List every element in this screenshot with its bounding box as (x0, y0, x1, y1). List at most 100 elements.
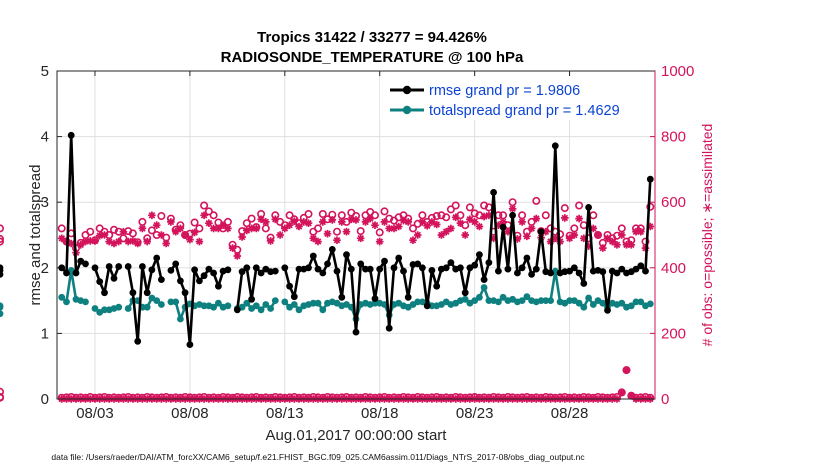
totalspread-point (575, 299, 583, 307)
rmse-point (495, 267, 502, 275)
rmse-point (461, 289, 469, 297)
assimilated-obs-marker (442, 227, 450, 236)
assimilated-obs-marker (138, 224, 147, 233)
assimilated-obs-marker (228, 244, 237, 252)
rmse-point (343, 251, 350, 259)
rmse-point (400, 267, 407, 275)
rmse-point (637, 262, 645, 270)
rmse-point (252, 264, 260, 272)
assimilated-obs-marker (428, 218, 436, 226)
assimilated-obs-marker (200, 211, 208, 220)
possible-obs-marker (442, 213, 451, 222)
assimilated-obs-marker (95, 231, 104, 240)
assimilated-obs-marker (594, 231, 602, 239)
assimilated-obs-marker (119, 227, 128, 236)
assimilated-obs-marker (499, 218, 507, 226)
assimilated-obs-marker (81, 237, 90, 246)
assimilated-obs-marker (356, 234, 365, 243)
totalspread-point (485, 297, 493, 304)
rmse-point (143, 289, 151, 297)
assimilated-obs-marker (603, 234, 612, 243)
rmse-point (362, 265, 369, 273)
rmse-point (547, 269, 554, 277)
rmse-point (196, 277, 203, 285)
assimilated-obs-marker (114, 237, 123, 246)
assimilated-obs-marker (613, 241, 621, 249)
rmse-point (646, 175, 654, 183)
rmse-point (381, 257, 388, 265)
assimilated-obs-marker (475, 222, 484, 231)
possible-obs-marker (128, 229, 137, 238)
possible-obs-marker (0, 234, 4, 243)
assimilated-obs-marker (342, 227, 351, 236)
assimilated-obs-marker (437, 231, 446, 239)
x-tick-label: 08/18 (361, 405, 399, 422)
totalspread-point (262, 301, 270, 308)
rmse-point (257, 269, 265, 277)
rmse-point (67, 131, 75, 139)
series-layer (0, 131, 655, 403)
rmse-point (243, 264, 251, 272)
y-tick-label: 1 (41, 325, 49, 342)
assimilated-obs-marker (304, 219, 313, 227)
possible-obs-marker (451, 201, 460, 210)
possible-obs-marker (332, 227, 341, 236)
totalspread-point (101, 306, 108, 314)
assimilated-obs-marker (404, 218, 412, 226)
assimilated-obs-marker (233, 252, 242, 260)
assimilated-obs-marker (171, 227, 180, 236)
rmse-point (423, 302, 431, 310)
rmse-point (366, 265, 374, 273)
assimilated-obs-marker (413, 231, 422, 239)
assimilated-obs-marker (148, 211, 156, 220)
rmse-point (177, 277, 184, 285)
x-axis-label: Aug.01,2017 00:00:00 start (266, 427, 448, 444)
assimilated-obs-marker (257, 215, 265, 224)
possible-obs-marker (318, 210, 327, 219)
totalspread-point (518, 297, 526, 304)
rmse-point (0, 271, 4, 278)
assimilated-obs-marker (219, 221, 227, 229)
rmse-point (504, 265, 512, 273)
rmse-point (191, 266, 199, 274)
rmse-point (172, 260, 180, 268)
rmse-point (551, 142, 559, 150)
assimilated-obs-marker (551, 234, 560, 243)
possible-obs-marker (446, 205, 455, 214)
rmse-point (476, 251, 483, 259)
rmse-point (471, 261, 479, 269)
assimilated-obs-marker (209, 224, 218, 233)
assimilated-obs-marker (338, 218, 346, 226)
totalspread-point (271, 297, 279, 304)
assimilated-obs-marker (627, 241, 636, 249)
y-tick-label: 3 (41, 194, 49, 211)
assimilated-obs-marker (508, 205, 517, 213)
possible-obs-marker (556, 230, 565, 239)
assimilated-obs-marker (618, 231, 626, 239)
assimilated-obs-marker (323, 229, 332, 238)
assimilated-obs-marker (143, 237, 151, 246)
totalspread-point (599, 299, 607, 307)
y-tick-label: 0 (41, 391, 49, 408)
rmse-point (101, 289, 108, 297)
totalspread-point (167, 298, 175, 306)
assimilated-obs-marker (485, 211, 493, 220)
totalspread-point (523, 293, 531, 301)
totalspread-point (243, 299, 251, 307)
assimilated-obs-marker (584, 242, 593, 250)
rmse-point (148, 266, 156, 274)
rmse-point (63, 269, 70, 277)
rmse-point (499, 223, 507, 231)
assimilated-obs-marker (276, 231, 284, 239)
possible-obs-marker (147, 226, 156, 235)
assimilated-obs-marker (105, 237, 113, 246)
possible-obs-marker (480, 201, 489, 210)
totalspread-point (309, 299, 317, 307)
possible-obs-marker (575, 201, 584, 210)
rmse-point (110, 274, 118, 282)
assimilated-obs-marker (361, 218, 370, 226)
rmse-point (82, 260, 89, 268)
rmse-point (200, 272, 208, 280)
totalspread-point (618, 299, 626, 307)
assimilated-obs-marker (67, 239, 75, 248)
